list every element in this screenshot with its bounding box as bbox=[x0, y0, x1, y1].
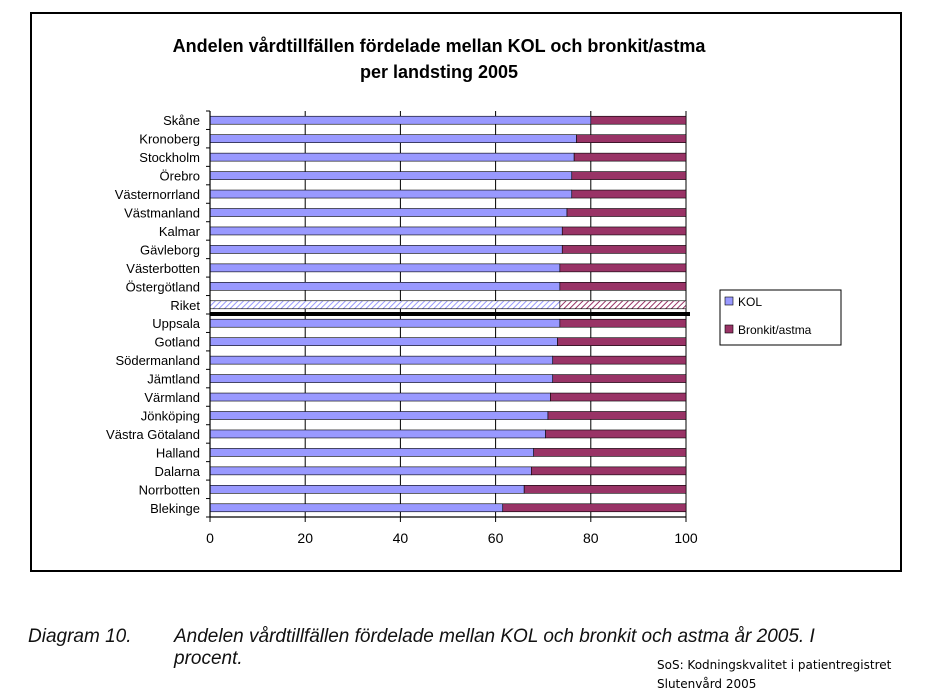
bar-kol bbox=[209, 300, 561, 310]
stacked-bar-chart: Andelen vårdtillfällen fördelade mellan … bbox=[106, 36, 842, 546]
bar-bronkit-astma bbox=[571, 189, 687, 199]
bar-bronkit-astma bbox=[573, 152, 687, 162]
bar-bronkit-astma bbox=[559, 318, 687, 328]
bars bbox=[209, 115, 687, 513]
bar-bronkit-astma bbox=[559, 282, 687, 291]
bar-kol bbox=[209, 411, 549, 420]
legend-label-bronkit-astma: Bronkit/astma bbox=[738, 323, 812, 337]
axes: Skåne Kronoberg Stockholm Örebro Västernorrl… bbox=[106, 110, 698, 546]
bar-kol bbox=[209, 171, 573, 180]
bar-bronkit-astma bbox=[571, 171, 687, 180]
category-label: Gävleborg bbox=[140, 242, 200, 257]
bar-bronkit-astma bbox=[545, 429, 687, 439]
category-label: Gotland bbox=[154, 335, 200, 350]
x-tick-label: 100 bbox=[674, 530, 698, 546]
bar-kol bbox=[209, 282, 561, 291]
bar-bronkit-astma bbox=[561, 226, 687, 236]
category-label: Södermanland bbox=[115, 353, 200, 368]
bar-bronkit-astma bbox=[547, 411, 687, 420]
bar-kol bbox=[209, 134, 577, 143]
bar-bronkit-astma bbox=[561, 245, 687, 254]
category-label: Stockholm bbox=[139, 150, 200, 165]
chart-subtitle: per landsting 2005 bbox=[360, 62, 518, 82]
x-tick-label: 80 bbox=[583, 530, 599, 546]
bar-kol bbox=[209, 208, 568, 217]
source-line-1: SoS: Kodningskvalitet i patientregistret bbox=[657, 658, 892, 672]
category-label: Blekinge bbox=[150, 501, 200, 516]
bar-kol bbox=[209, 355, 554, 365]
legend-swatch-kol bbox=[724, 296, 734, 306]
category-label: Kalmar bbox=[159, 224, 201, 239]
bar-bronkit-astma bbox=[523, 485, 687, 494]
category-label: Västra Götaland bbox=[106, 427, 200, 442]
bar-kol bbox=[209, 245, 563, 254]
legend: KOL Bronkit/astma bbox=[719, 289, 842, 346]
bar-kol bbox=[209, 318, 561, 328]
bar-kol bbox=[209, 115, 592, 125]
bar-bronkit-astma bbox=[502, 503, 687, 513]
bar-kol bbox=[209, 466, 532, 476]
bar-bronkit-astma bbox=[552, 374, 687, 383]
bar-kol bbox=[209, 503, 504, 513]
x-tick-label: 40 bbox=[393, 530, 409, 546]
bar-kol bbox=[209, 392, 551, 402]
bar-bronkit-astma bbox=[552, 355, 687, 365]
source-note: SoS: Kodningskvalitet i patientregistret… bbox=[657, 656, 891, 694]
bar-bronkit-astma bbox=[550, 392, 687, 402]
bar-kol bbox=[209, 189, 573, 199]
x-tick-label: 20 bbox=[297, 530, 313, 546]
bar-bronkit-astma bbox=[590, 115, 687, 125]
source-line-2: Slutenvård 2005 bbox=[657, 677, 757, 691]
x-tick-label: 0 bbox=[206, 530, 214, 546]
category-label: Örebro bbox=[160, 169, 200, 184]
category-label: Västmanland bbox=[124, 206, 200, 221]
category-label: Västernorrland bbox=[115, 187, 200, 202]
category-label: Skåne bbox=[163, 113, 200, 128]
chart-frame: Andelen vårdtillfällen fördelade mellan … bbox=[30, 12, 902, 572]
bar-kol bbox=[209, 226, 563, 236]
bar-kol bbox=[209, 429, 546, 439]
chart-title: Andelen vårdtillfällen fördelade mellan … bbox=[173, 36, 707, 56]
caption-label: Diagram 10. bbox=[28, 626, 132, 647]
bar-kol bbox=[209, 152, 575, 162]
category-label: Kronoberg bbox=[139, 132, 200, 147]
category-label: Jönköping bbox=[141, 409, 200, 424]
legend-label-kol: KOL bbox=[738, 295, 762, 309]
bar-kol bbox=[209, 448, 534, 457]
category-label: Västerbotten bbox=[126, 261, 200, 276]
bar-kol bbox=[209, 485, 525, 494]
bar-bronkit-astma bbox=[559, 300, 687, 310]
bar-bronkit-astma bbox=[559, 263, 687, 273]
category-label: Östergötland bbox=[126, 279, 200, 294]
legend-box bbox=[719, 289, 842, 346]
bar-bronkit-astma bbox=[530, 466, 687, 476]
category-label: Halland bbox=[156, 445, 200, 460]
bar-bronkit-astma bbox=[576, 134, 687, 143]
bar-kol bbox=[209, 374, 554, 383]
category-label: Riket bbox=[170, 298, 200, 313]
category-label: Jämtland bbox=[147, 372, 200, 387]
legend-swatch-bronkit-astma bbox=[724, 324, 734, 334]
x-tick-label: 60 bbox=[488, 530, 504, 546]
bar-bronkit-astma bbox=[566, 208, 687, 217]
bar-bronkit-astma bbox=[533, 448, 687, 457]
caption-text: Andelen vårdtillfällen fördelade mellan … bbox=[174, 626, 815, 669]
category-label: Norrbotten bbox=[139, 482, 200, 497]
bar-kol bbox=[209, 263, 561, 273]
category-label: Värmland bbox=[144, 390, 200, 405]
bar-kol bbox=[209, 337, 558, 346]
bar-bronkit-astma bbox=[557, 337, 687, 346]
category-label: Dalarna bbox=[154, 464, 200, 479]
category-label: Uppsala bbox=[152, 316, 200, 331]
